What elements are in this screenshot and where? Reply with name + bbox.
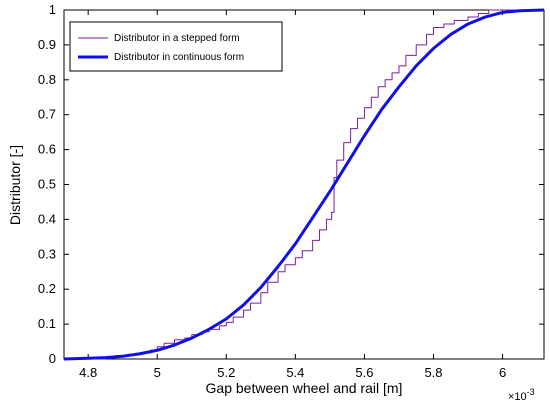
- y-tick-label: 0.9: [38, 37, 56, 52]
- series-lines: [63, 8, 545, 361]
- y-axis-label: Distributor [-]: [7, 145, 23, 225]
- x-multiplier-base: ×10: [508, 391, 527, 403]
- y-tick-label: 0.5: [38, 177, 56, 192]
- y-tick-label: 0.1: [38, 316, 56, 331]
- x-axis-label: Gap between wheel and rail [m]: [206, 380, 403, 396]
- y-tick-label: 0.4: [38, 211, 56, 226]
- legend-label-continuous: Distributor in continuous form: [114, 52, 244, 63]
- axis-ticks: 4.8 5 5.2 5.4 5.6 5.8 6 0 0.1 0.2 0.3 0.4 0.5 0.6 0.7 0…: [38, 2, 544, 380]
- x-tick-label: 5.4: [286, 365, 304, 380]
- x-tick-label: 5: [154, 365, 161, 380]
- x-multiplier: ×10-3: [508, 387, 535, 403]
- x-tick-label: 5.8: [424, 365, 442, 380]
- x-tick-label: 5.2: [217, 365, 235, 380]
- y-tick-label: 0.3: [38, 246, 56, 261]
- y-tick-label: 0.7: [38, 107, 56, 122]
- y-tick-label: 0.2: [38, 281, 56, 296]
- legend: Distributor in a stepped form Distributo…: [69, 21, 283, 72]
- y-tick-label: 0: [49, 351, 56, 366]
- legend-box: [69, 21, 283, 72]
- x-tick-label: 6: [499, 365, 506, 380]
- x-tick-label: 4.8: [79, 365, 97, 380]
- x-tick-label: 5.6: [355, 365, 373, 380]
- legend-label-stepped: Distributor in a stepped form: [114, 33, 240, 44]
- continuous-distribution-line: [63, 8, 545, 361]
- y-tick-label: 0.8: [38, 72, 56, 87]
- y-tick-label: 0.6: [38, 142, 56, 157]
- stepped-distribution-line: [64, 9, 544, 360]
- y-tick-label: 1: [49, 2, 56, 17]
- x-multiplier-exponent: -3: [527, 387, 535, 397]
